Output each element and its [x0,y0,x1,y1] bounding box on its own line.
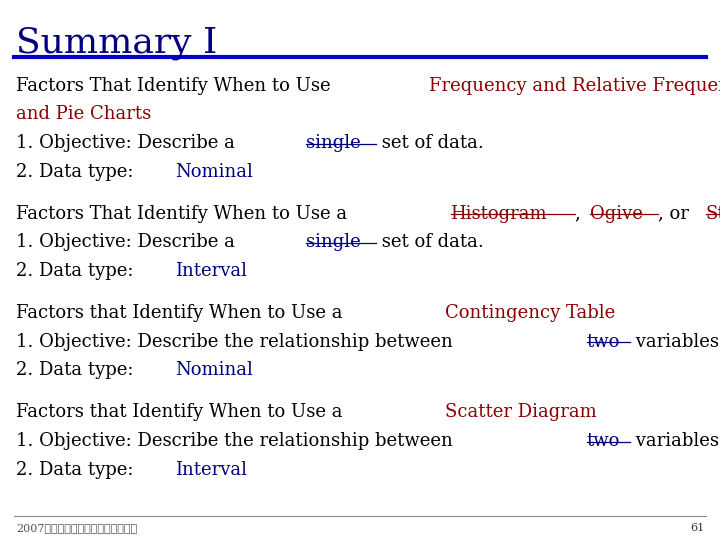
Text: set of data.: set of data. [377,134,484,152]
Text: single: single [306,233,361,251]
Text: 2. Data type:: 2. Data type: [16,461,139,478]
Text: and Pie Charts: and Pie Charts [16,105,151,123]
Text: 2. Data type:: 2. Data type: [16,163,139,180]
Text: variables.: variables. [630,333,720,350]
Text: Factors That Identify When to Use: Factors That Identify When to Use [16,77,336,94]
Text: Frequency and Relative Frequency Tables, Bar: Frequency and Relative Frequency Tables,… [429,77,720,94]
Text: 1. Objective: Describe a: 1. Objective: Describe a [16,134,240,152]
Text: Factors That Identify When to Use a: Factors That Identify When to Use a [16,205,353,222]
Text: set of data.: set of data. [377,233,484,251]
Text: two: two [587,333,620,350]
Text: Stem-and-Leaf: Stem-and-Leaf [706,205,720,222]
Text: 2. Data type:: 2. Data type: [16,262,139,280]
Text: Nominal: Nominal [175,163,253,180]
Text: , or: , or [658,205,695,222]
Text: single: single [306,134,361,152]
Text: ,: , [575,205,587,222]
Text: 2007年版《统计学（一）》教学课件: 2007年版《统计学（一）》教学课件 [16,523,137,533]
Text: 2. Data type:: 2. Data type: [16,361,139,379]
Text: Interval: Interval [175,262,247,280]
Text: two: two [587,432,620,450]
Text: 1. Objective: Describe the relationship between: 1. Objective: Describe the relationship … [16,333,459,350]
Text: variables.: variables. [630,432,720,450]
Text: Factors that Identify When to Use a: Factors that Identify When to Use a [16,304,348,322]
Text: Interval: Interval [175,461,247,478]
Text: 1. Objective: Describe the relationship between: 1. Objective: Describe the relationship … [16,432,459,450]
Text: Factors that Identify When to Use a: Factors that Identify When to Use a [16,403,348,421]
Text: Contingency Table: Contingency Table [444,304,615,322]
Text: 61: 61 [690,523,704,533]
Text: 1. Objective: Describe a: 1. Objective: Describe a [16,233,240,251]
Text: Ogive: Ogive [590,205,643,222]
Text: Summary I: Summary I [16,26,217,60]
Text: Histogram: Histogram [451,205,547,222]
Text: Nominal: Nominal [175,361,253,379]
Text: Scatter Diagram: Scatter Diagram [444,403,596,421]
